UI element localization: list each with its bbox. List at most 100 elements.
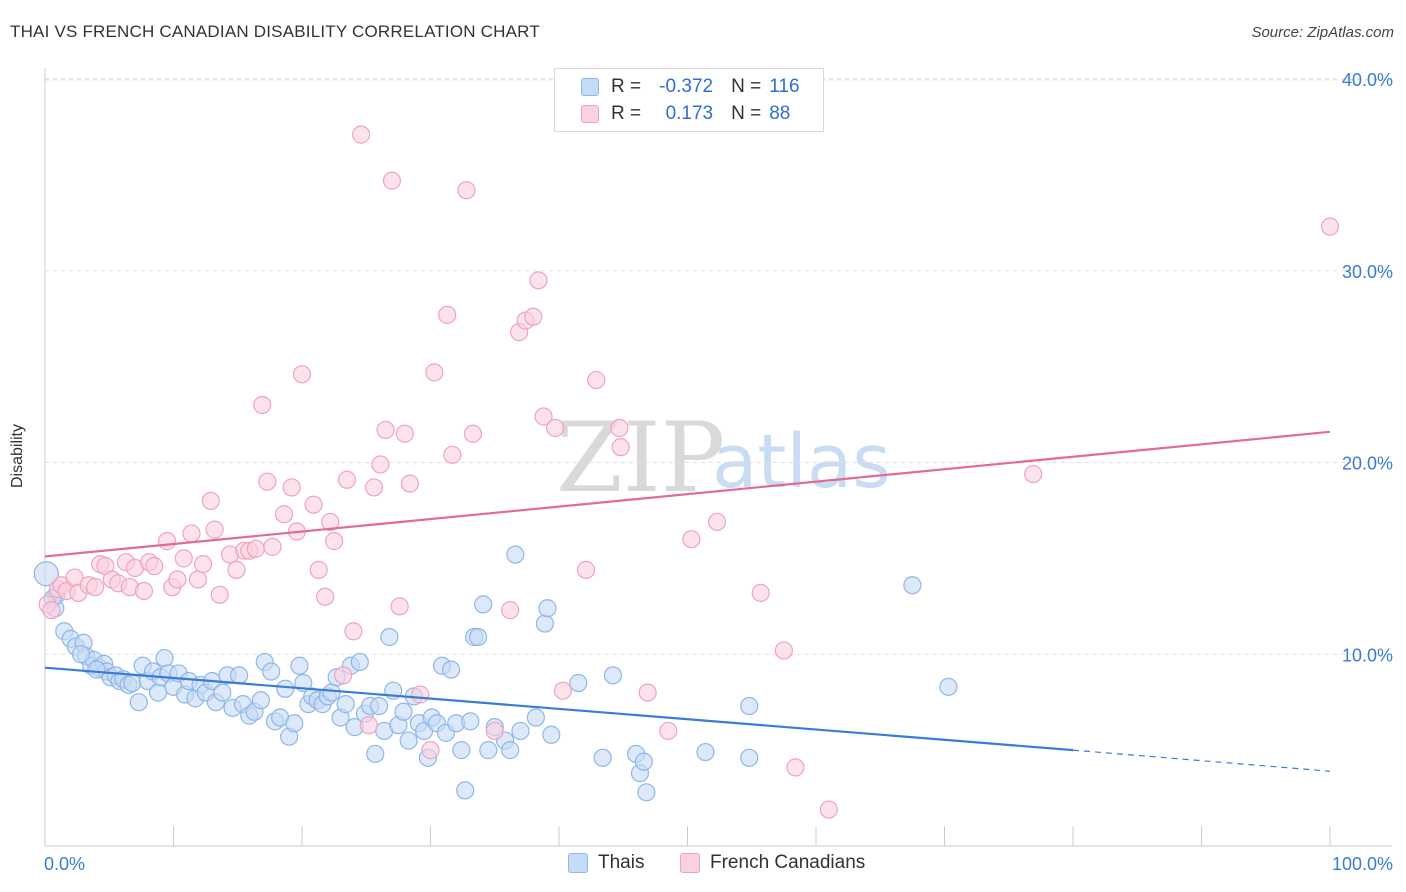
thais-point <box>123 673 142 693</box>
french-canadians-point <box>227 560 246 579</box>
french-canadians-point <box>309 560 328 579</box>
thais-point <box>366 744 385 764</box>
french-canadians-point <box>157 532 177 551</box>
chart-title: THAI VS FRENCH CANADIAN DISABILITY CORRE… <box>10 22 540 41</box>
thais-point <box>148 683 168 702</box>
correlation-legend: R = -0.372 N = 116 R = 0.173 N = 88 <box>554 68 824 132</box>
y-tick-label: 30.0% <box>1342 262 1393 282</box>
french-canadians-point <box>205 520 224 539</box>
thais-point <box>603 666 623 685</box>
thais-point <box>350 652 369 672</box>
thais-point <box>155 648 174 668</box>
french-canadians-point <box>421 741 440 760</box>
thais-point <box>740 696 759 716</box>
thais-point <box>452 741 471 760</box>
data-points <box>33 125 1340 819</box>
french-canadians-point <box>274 505 294 524</box>
thais-point <box>336 695 355 714</box>
thais-point <box>394 702 413 721</box>
french-canadians-point <box>325 532 344 551</box>
french-canadians-point <box>485 721 504 741</box>
french-canadians-point <box>438 305 457 324</box>
french-canadians-point <box>364 478 384 497</box>
thais-point <box>468 627 488 647</box>
french-canadians-point <box>529 271 548 290</box>
french-canadians-point <box>576 560 596 579</box>
french-canadians-point <box>344 622 363 641</box>
thais-trend-line <box>44 666 1074 752</box>
french-canadians-point <box>382 171 402 190</box>
french-canadians-point <box>587 370 606 390</box>
french-canadians-point <box>443 445 462 464</box>
thais-point <box>535 614 554 633</box>
french-canadians-point <box>145 556 164 576</box>
french-canadians-point <box>174 549 193 568</box>
thais-point <box>71 645 91 664</box>
thais-point <box>285 714 304 733</box>
french-canadians-swatch <box>581 105 599 123</box>
french-canadians-point <box>774 641 793 660</box>
thais-point <box>87 660 106 679</box>
thais-point <box>637 783 656 802</box>
thais-point <box>593 748 612 767</box>
french-canadians-point <box>193 555 213 574</box>
french-canadians-point <box>210 585 229 604</box>
french-canadians-point <box>182 524 201 543</box>
thais-point <box>903 576 922 595</box>
thais-point <box>456 781 475 800</box>
french-canadians-point <box>501 601 520 620</box>
thais-point <box>441 660 461 679</box>
tick-labels: 10.0% 20.0% 30.0% 40.0% 0.0% 100.0% <box>44 70 1393 874</box>
x-tick-label: 0.0% <box>44 854 85 874</box>
r-value: -0.372 <box>659 76 714 97</box>
french-canadians-point <box>707 512 727 532</box>
thais-point <box>262 662 281 681</box>
french-canadians-point <box>411 685 430 704</box>
thais-point <box>939 677 958 696</box>
n-value: 88 <box>769 103 791 124</box>
french-canadians-point <box>682 530 701 549</box>
series-legend: Thais French Canadians <box>0 852 1406 878</box>
thais-point <box>569 673 588 693</box>
french-canadians-point <box>400 474 420 493</box>
y-axis-label: Disability <box>9 423 26 489</box>
french-canadians-point <box>246 539 265 558</box>
french-canadians-point <box>334 666 353 685</box>
french-canadians-point <box>524 307 543 326</box>
trend-lines <box>44 430 1331 772</box>
thais-point <box>542 725 561 744</box>
y-tick-label: 20.0% <box>1342 454 1393 474</box>
french-canadians-point <box>304 495 323 514</box>
source-label: Source: ZipAtlas.com <box>1251 24 1394 41</box>
legend-item-french-canadians: French Canadians <box>680 852 865 874</box>
french-canadians-point <box>321 512 340 532</box>
y-tick-label: 10.0% <box>1342 645 1393 665</box>
french-canadians-point <box>659 721 678 741</box>
french-canadians-point <box>457 181 476 200</box>
french-canadians-point <box>546 418 565 438</box>
french-canadians-point <box>819 800 838 819</box>
y-tick-label: 40.0% <box>1342 70 1393 90</box>
french-canadians-point <box>376 420 395 440</box>
grid-lines <box>45 78 1392 655</box>
french-canadians-legend-swatch <box>680 853 700 873</box>
thais-legend-swatch <box>568 853 588 873</box>
thais-point <box>380 627 399 647</box>
french-canadians-point <box>316 587 335 606</box>
thais-swatch <box>581 78 599 96</box>
french-canadians-point <box>201 491 220 510</box>
legend-row-thais: R = -0.372 N = 116 <box>555 74 800 100</box>
french-canadians-point <box>553 681 572 700</box>
r-label: R = <box>611 103 642 124</box>
thais-point <box>251 691 270 710</box>
french-canadians-trend-line <box>44 430 1331 558</box>
french-canadians-point <box>638 683 657 702</box>
french-canadians-point <box>42 601 61 620</box>
thais-point <box>696 742 715 762</box>
french-canadians-point <box>168 570 187 589</box>
r-label: R = <box>611 76 642 97</box>
thais-point <box>506 545 525 564</box>
french-canadians-point <box>282 478 301 497</box>
n-value: 116 <box>769 76 800 97</box>
